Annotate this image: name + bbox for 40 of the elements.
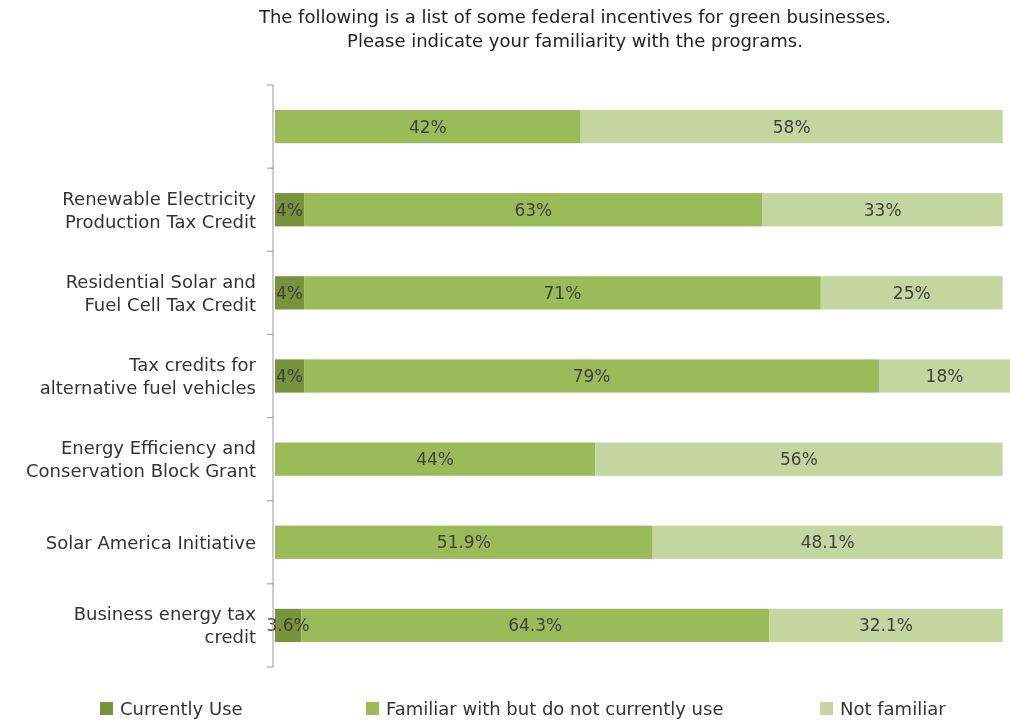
y-tick-label: Solar America Initiative: [45, 531, 256, 553]
bar: [769, 608, 1003, 643]
data-label: 48.1%: [800, 532, 855, 553]
bar: [820, 276, 1003, 310]
bar: [304, 359, 880, 393]
data-label: 4%: [276, 365, 304, 386]
data-label: 4%: [276, 282, 304, 303]
data-label: 25%: [892, 282, 931, 303]
bar: [580, 109, 1003, 144]
data-label: 18%: [925, 365, 964, 386]
y-tick-label: Business energy tax credit: [73, 603, 257, 648]
legend-label: Currently Use: [120, 698, 243, 720]
data-label: 56%: [780, 449, 818, 470]
bar: [879, 359, 1010, 393]
y-tick-label: Tax credits for alternative fuel vehicles: [39, 353, 257, 398]
data-label: 64.3%: [508, 615, 563, 636]
bar: [275, 442, 596, 476]
data-label: 42%: [408, 116, 447, 137]
data-label: 32.1%: [858, 615, 913, 636]
bar: [275, 109, 581, 144]
data-label: 79%: [572, 365, 611, 386]
data-label: 71%: [543, 282, 582, 303]
y-tick-label: Energy Efficiency and Conservation Block Grant: [26, 436, 256, 481]
data-label: 33%: [863, 199, 902, 220]
legend-label: Familiar with but do not currently use: [386, 698, 724, 720]
bar: [595, 442, 1003, 476]
bar: [304, 193, 763, 227]
bar: [652, 525, 1003, 559]
bar: [762, 193, 1003, 227]
data-label: 4%: [276, 199, 304, 220]
data-label: 51.9%: [436, 532, 491, 553]
data-label: 63%: [514, 199, 553, 220]
data-label: 58%: [772, 116, 811, 137]
chart-title: The following is a list of some federal incentives for green businesses. Please indicate your familiarity with the programs.: [257, 6, 892, 51]
y-tick-label: Renewable Electricity Production Tax Credit: [62, 187, 257, 232]
y-tick-label: Residential Solar and Fuel Cell Tax Credit: [65, 270, 256, 315]
bar: [304, 276, 821, 310]
bar: [275, 525, 653, 559]
data-label: 44%: [416, 449, 454, 470]
legend-label: Not familiar: [840, 698, 947, 720]
